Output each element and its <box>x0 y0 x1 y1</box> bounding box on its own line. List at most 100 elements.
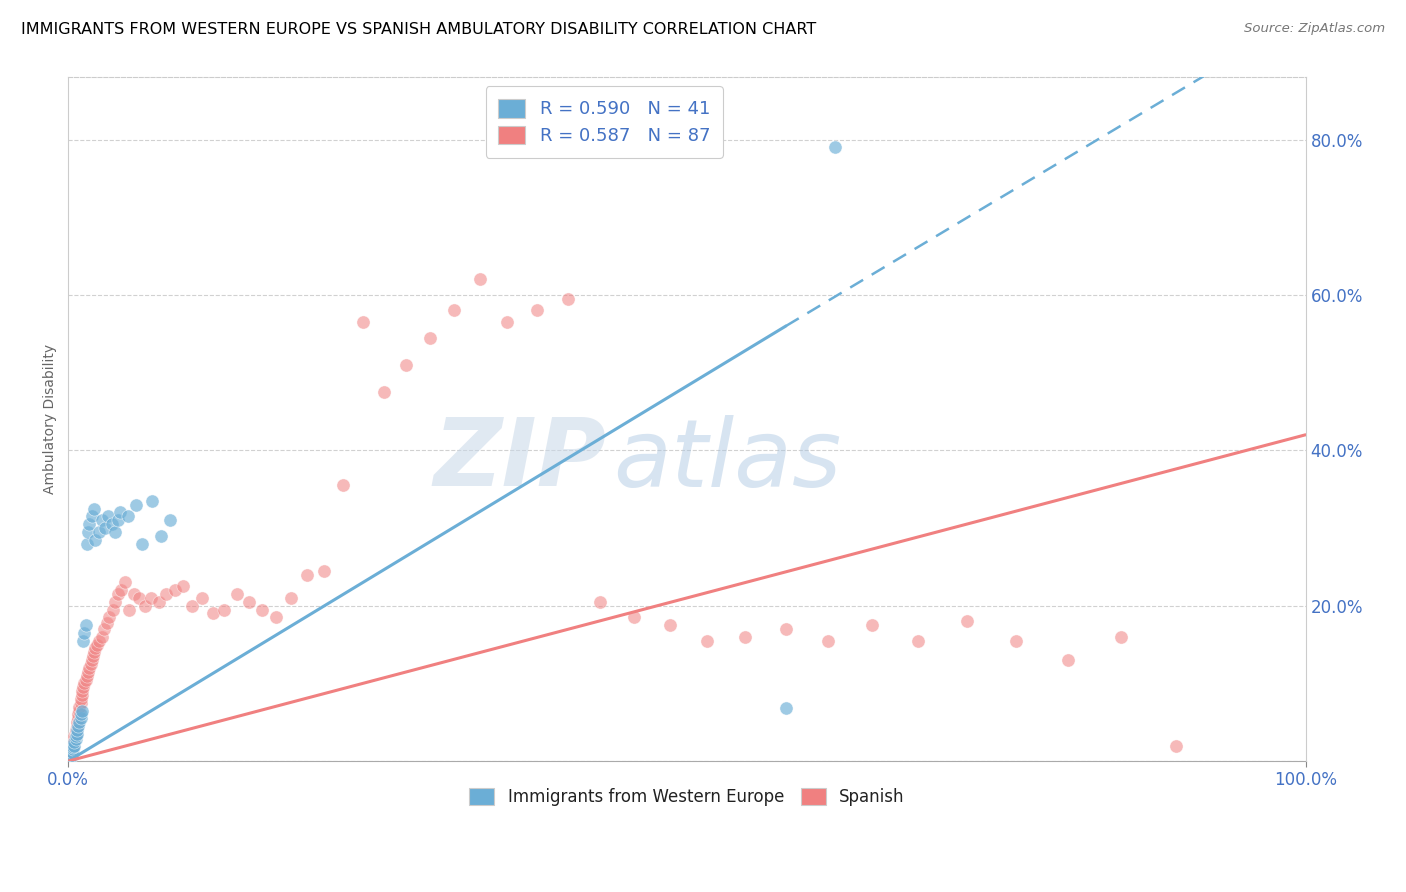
Point <box>470 272 492 286</box>
Point <box>70 704 93 718</box>
Point <box>172 579 194 593</box>
Point <box>658 618 681 632</box>
Point <box>76 536 98 550</box>
Point <box>63 732 86 747</box>
Point <box>225 587 247 601</box>
Point <box>67 704 90 718</box>
Point <box>907 633 929 648</box>
Point <box>62 742 84 756</box>
Point <box>94 521 117 535</box>
Point <box>84 533 107 547</box>
Point <box>443 303 465 318</box>
Point <box>1109 630 1132 644</box>
Point <box>332 478 354 492</box>
Point <box>238 595 260 609</box>
Point <box>58 750 80 764</box>
Point <box>59 745 82 759</box>
Point <box>73 626 96 640</box>
Point <box>60 740 83 755</box>
Point <box>352 315 374 329</box>
Point <box>373 385 395 400</box>
Point <box>100 517 122 532</box>
Point <box>72 680 94 694</box>
Point <box>75 618 97 632</box>
Point <box>150 529 173 543</box>
Point <box>77 665 100 679</box>
Text: IMMIGRANTS FROM WESTERN EUROPE VS SPANISH AMBULATORY DISABILITY CORRELATION CHAR: IMMIGRANTS FROM WESTERN EUROPE VS SPANIS… <box>21 22 817 37</box>
Point <box>589 595 612 609</box>
Point <box>66 723 89 737</box>
Point <box>101 602 124 616</box>
Point <box>70 684 93 698</box>
Point <box>62 739 84 753</box>
Point <box>201 607 224 621</box>
Point <box>118 602 141 616</box>
Point <box>108 506 131 520</box>
Point <box>134 599 156 613</box>
Point <box>1057 653 1080 667</box>
Point <box>69 692 91 706</box>
Point <box>97 509 120 524</box>
Point <box>122 587 145 601</box>
Point <box>817 633 839 648</box>
Text: ZIP: ZIP <box>433 414 606 507</box>
Point <box>69 711 91 725</box>
Point <box>107 513 129 527</box>
Point <box>159 513 181 527</box>
Point <box>90 630 112 644</box>
Point <box>191 591 214 605</box>
Point <box>77 524 100 539</box>
Point <box>65 723 87 737</box>
Point <box>1005 633 1028 648</box>
Point <box>117 509 139 524</box>
Point <box>59 747 82 762</box>
Point <box>72 633 94 648</box>
Point <box>63 734 86 748</box>
Point <box>155 587 177 601</box>
Point <box>252 602 274 616</box>
Point <box>775 701 797 715</box>
Point <box>59 750 82 764</box>
Point <box>77 517 100 532</box>
Point <box>67 711 90 725</box>
Point <box>66 715 89 730</box>
Point <box>93 622 115 636</box>
Point <box>77 661 100 675</box>
Text: atlas: atlas <box>613 415 841 506</box>
Point <box>128 591 150 605</box>
Point <box>104 524 127 539</box>
Point <box>295 567 318 582</box>
Point <box>139 591 162 605</box>
Point <box>80 509 103 524</box>
Point <box>82 649 104 664</box>
Point <box>181 599 204 613</box>
Point <box>89 524 111 539</box>
Point <box>496 315 519 329</box>
Point <box>76 668 98 682</box>
Point <box>141 493 163 508</box>
Point <box>264 610 287 624</box>
Point <box>75 673 97 687</box>
Point <box>67 719 90 733</box>
Point <box>114 575 136 590</box>
Point <box>163 583 186 598</box>
Point <box>62 734 84 748</box>
Point <box>110 583 132 598</box>
Point <box>98 610 121 624</box>
Point <box>65 727 87 741</box>
Point <box>131 536 153 550</box>
Point <box>734 630 756 644</box>
Point <box>79 657 101 671</box>
Point <box>90 513 112 527</box>
Point <box>86 638 108 652</box>
Point <box>62 740 84 755</box>
Point <box>395 358 418 372</box>
Point <box>63 729 86 743</box>
Point <box>70 688 93 702</box>
Point <box>104 595 127 609</box>
Point <box>66 719 89 733</box>
Point <box>314 564 336 578</box>
Point <box>148 595 170 609</box>
Point <box>67 707 90 722</box>
Point <box>89 633 111 648</box>
